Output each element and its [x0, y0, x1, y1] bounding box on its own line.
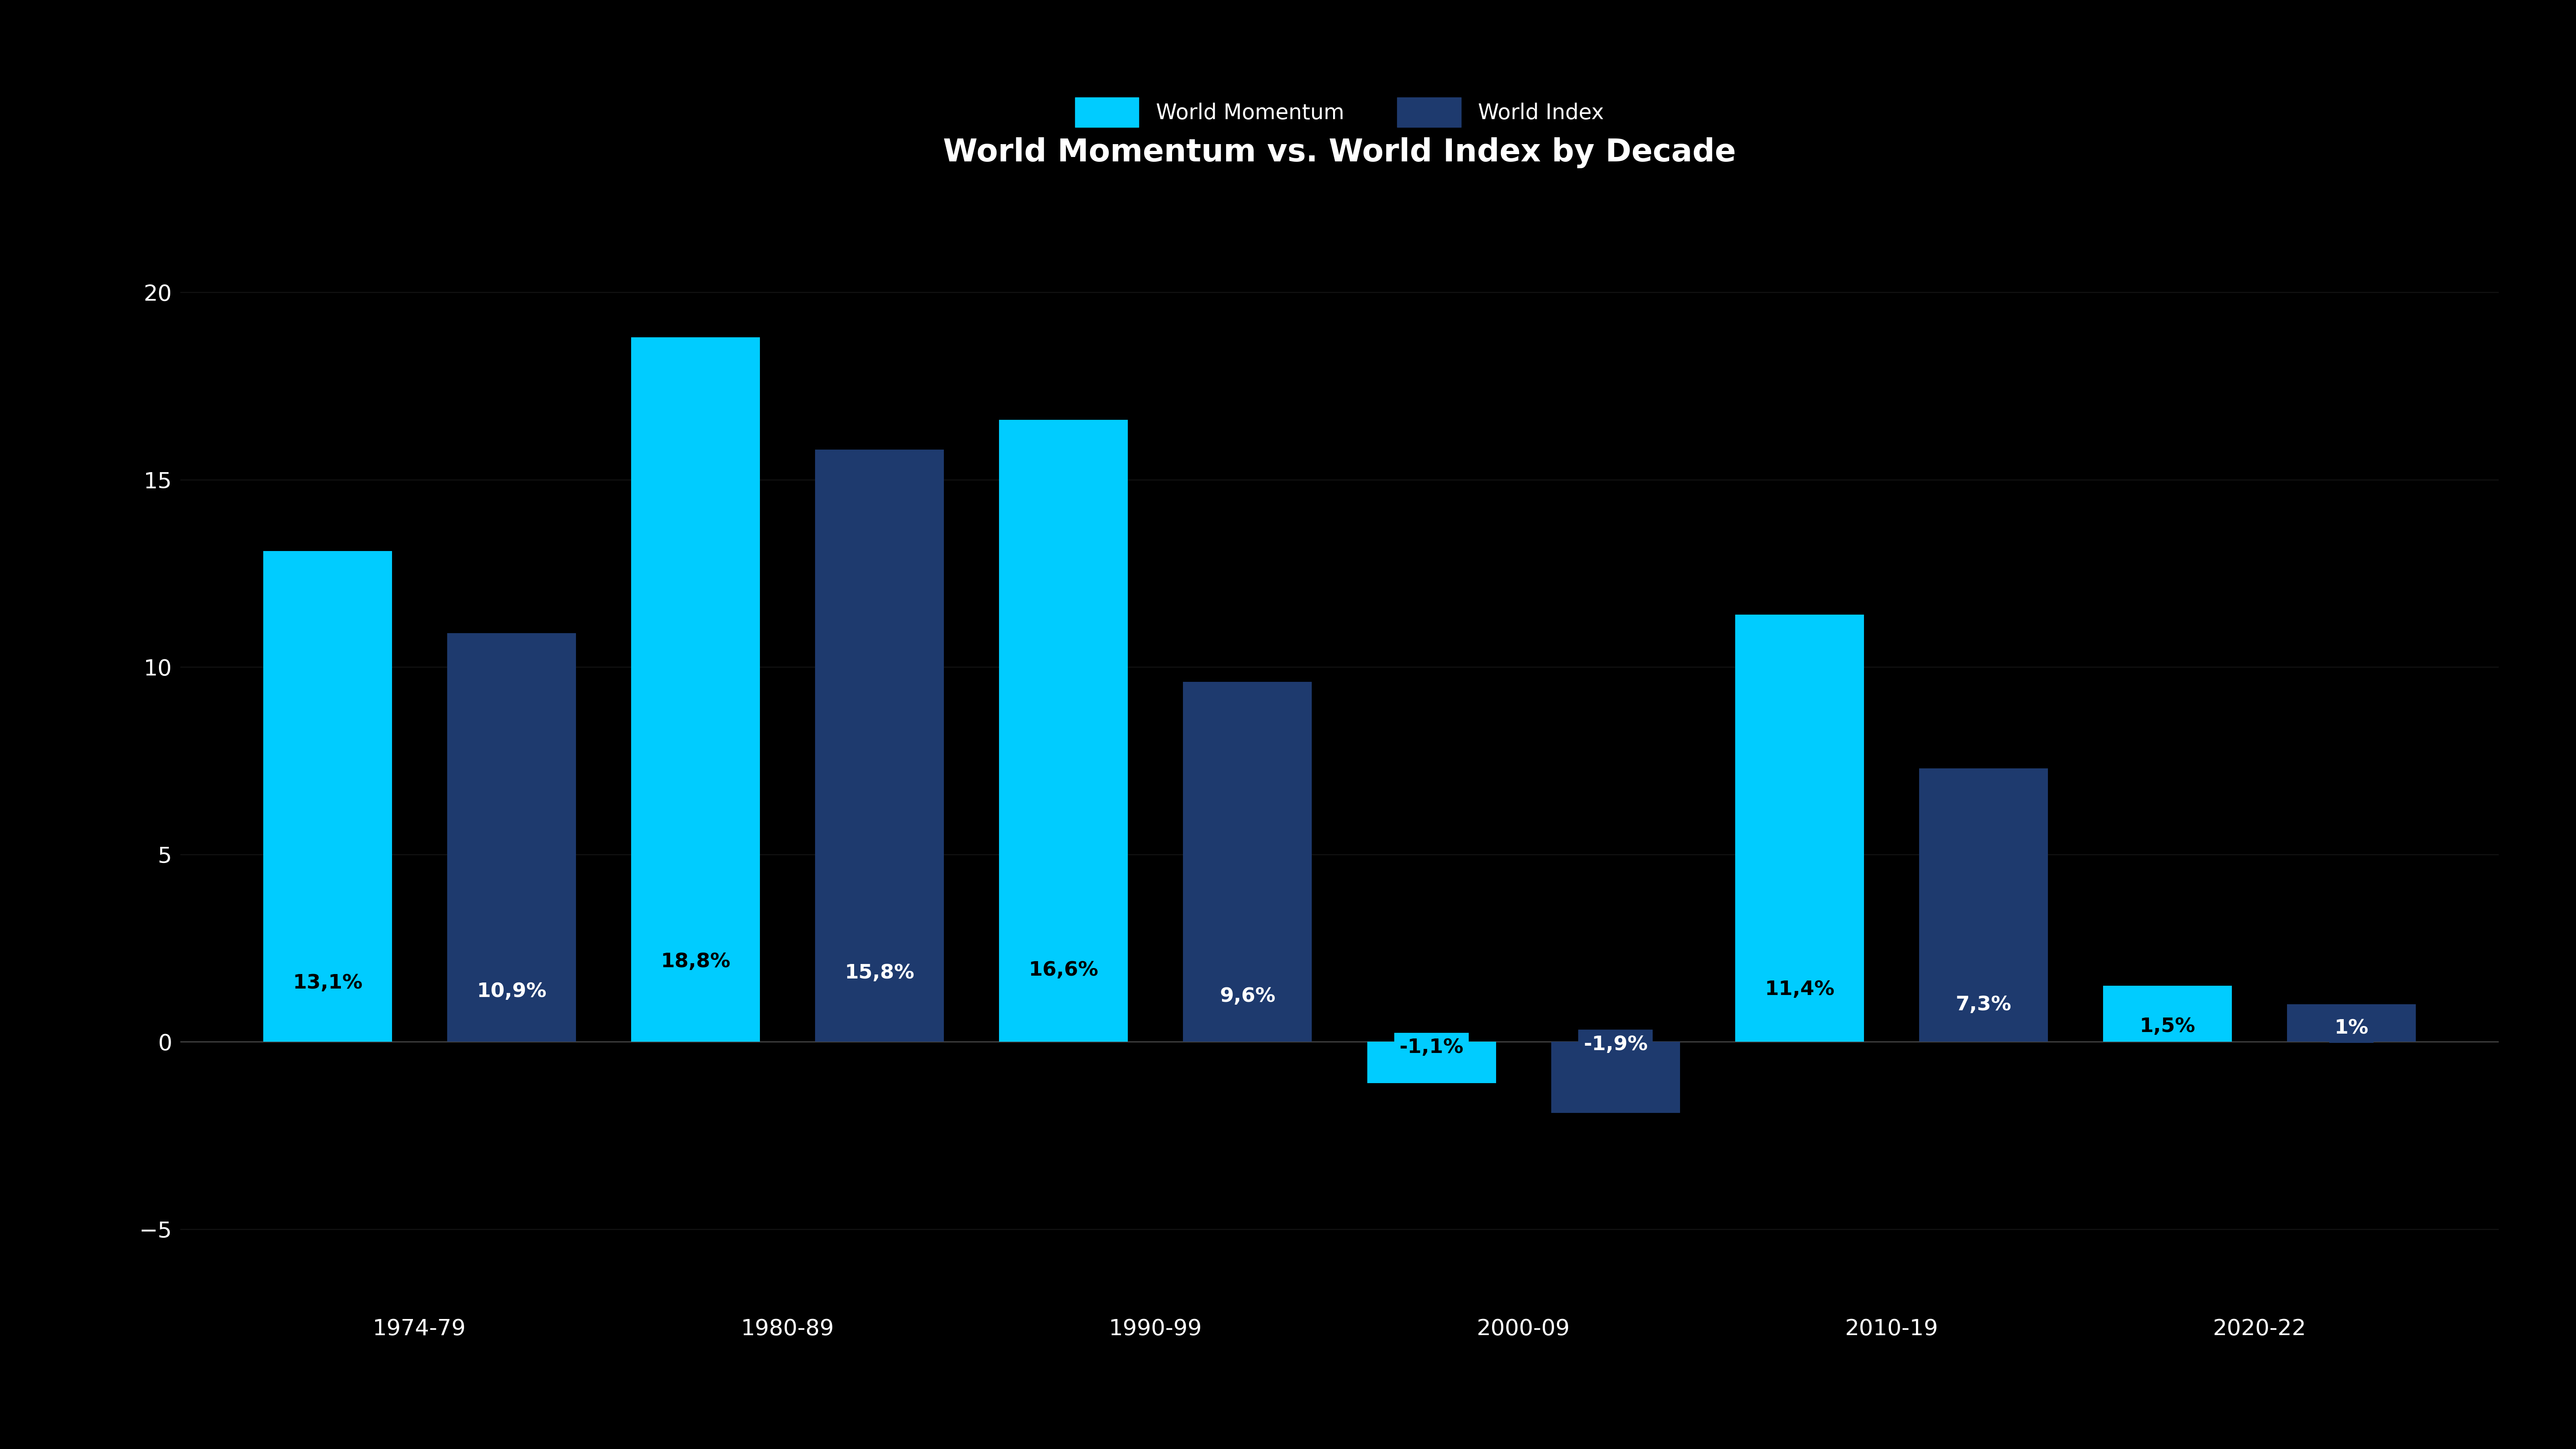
Text: 18,8%: 18,8%	[659, 952, 732, 971]
Bar	[631, 338, 760, 1042]
Text: 7,3%: 7,3%	[1955, 995, 2012, 1014]
Bar	[2102, 985, 2231, 1042]
Bar	[1736, 614, 1865, 1042]
Text: 1%: 1%	[2334, 1019, 2367, 1037]
Text: 16,6%: 16,6%	[1028, 961, 1097, 980]
Bar	[1551, 1042, 1680, 1113]
Bar	[814, 449, 943, 1042]
Bar	[448, 633, 577, 1042]
Legend: World Momentum, World Index: World Momentum, World Index	[1064, 87, 1615, 138]
Bar	[1182, 682, 1311, 1042]
Text: -1,9%: -1,9%	[1584, 1035, 1649, 1053]
Bar	[1368, 1042, 1497, 1082]
Title: World Momentum vs. World Index by Decade: World Momentum vs. World Index by Decade	[943, 138, 1736, 168]
Bar	[2287, 1004, 2416, 1042]
Text: 10,9%: 10,9%	[477, 981, 546, 1001]
Text: 13,1%: 13,1%	[294, 974, 363, 993]
Text: 1,5%: 1,5%	[2141, 1017, 2195, 1036]
Text: 9,6%: 9,6%	[1218, 987, 1275, 1006]
Bar	[1919, 768, 2048, 1042]
Text: 11,4%: 11,4%	[1765, 980, 1834, 998]
Text: -1,1%: -1,1%	[1399, 1037, 1463, 1056]
Text: 15,8%: 15,8%	[845, 964, 914, 982]
Bar	[999, 420, 1128, 1042]
Bar	[263, 551, 392, 1042]
